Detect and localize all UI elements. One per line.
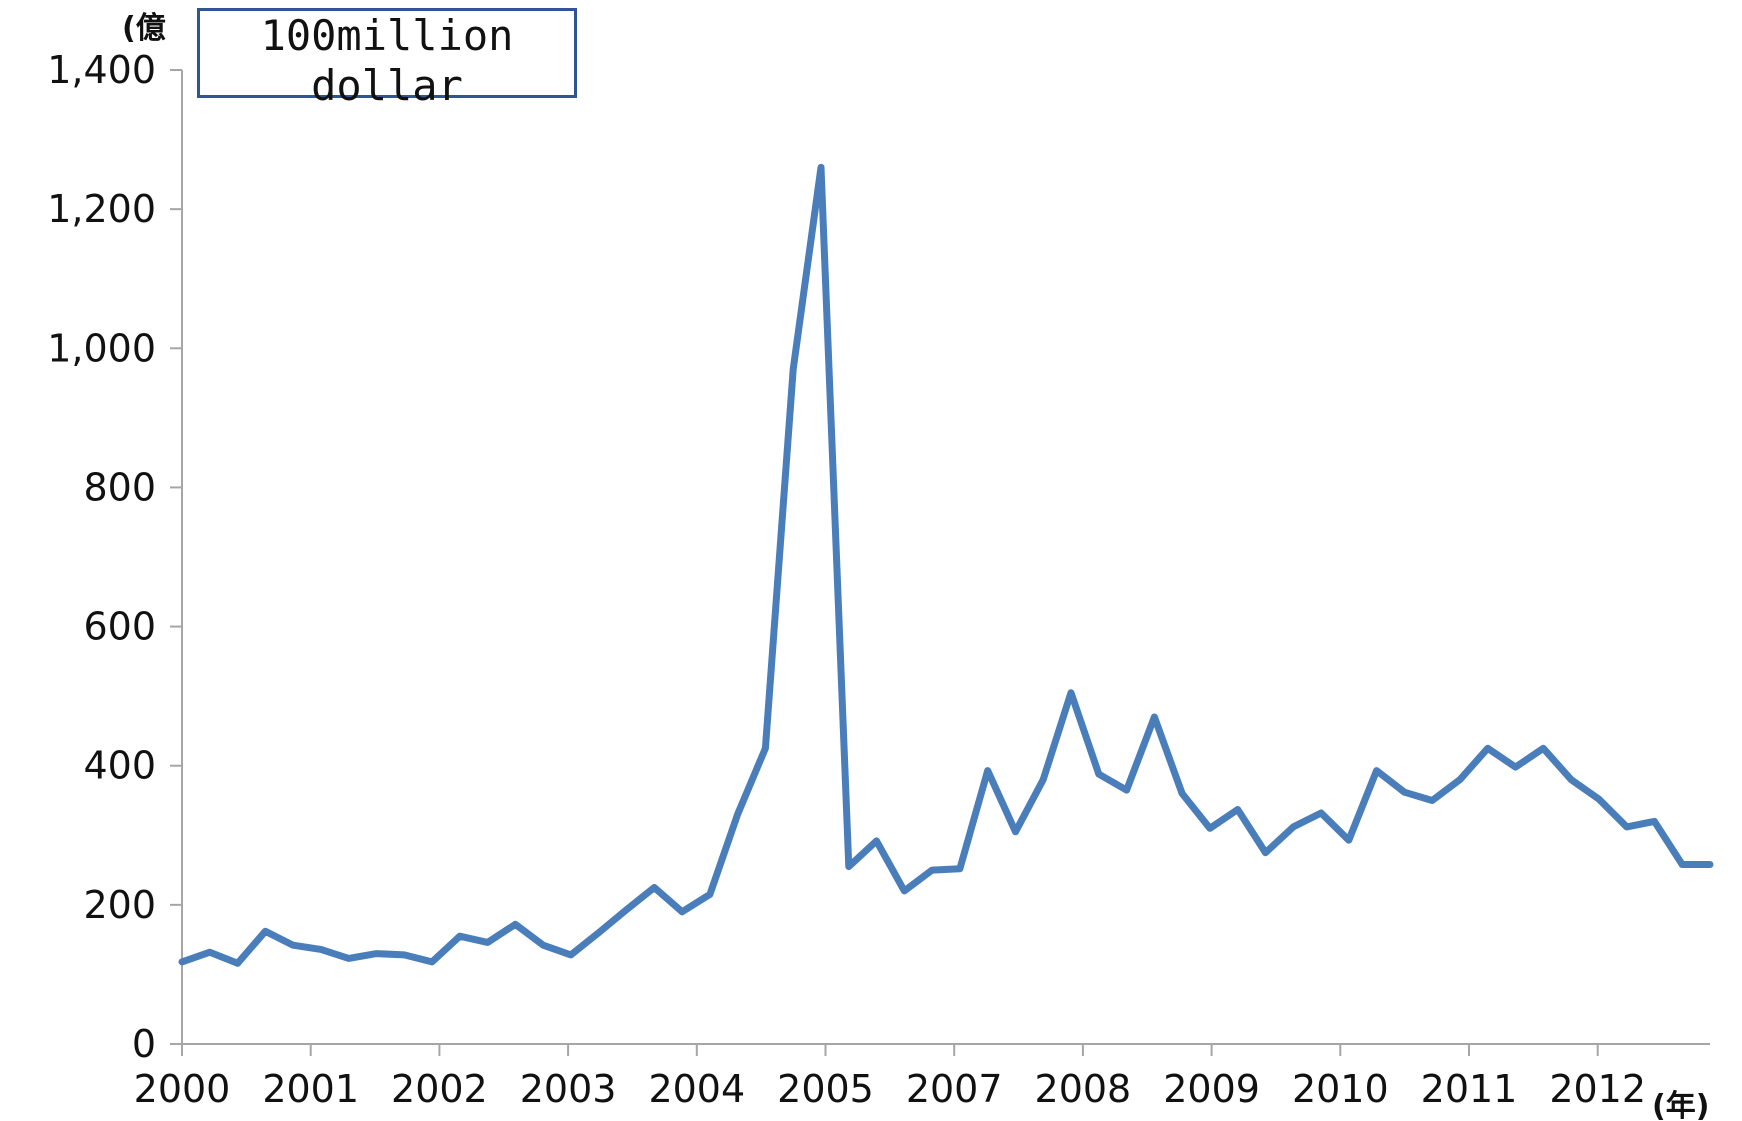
y-axis: 0 200 400 600 800 1,000 1,200 1,400 — [47, 48, 183, 1066]
x-tick-label: 2010 — [1292, 1067, 1389, 1111]
x-tick-label: 2005 — [777, 1067, 874, 1111]
x-tick-label: 2007 — [906, 1067, 1003, 1111]
y-tick-label: 600 — [83, 605, 156, 649]
unit-annotation-box: 100million dollar — [197, 8, 577, 110]
y-tick-label: 200 — [83, 883, 156, 927]
x-tick-label: 2000 — [134, 1067, 231, 1111]
y-tick-label: 1,000 — [47, 326, 156, 370]
x-tick-label: 2012 — [1549, 1067, 1646, 1111]
series-line — [178, 163, 1714, 967]
x-tick-label: 2003 — [520, 1067, 617, 1111]
y-tick-label: 0 — [132, 1022, 156, 1066]
x-tick-label: 2004 — [648, 1067, 745, 1111]
series-group — [178, 163, 1714, 967]
x-tick-label: 2009 — [1163, 1067, 1260, 1111]
x-axis-unit-label: (年) — [1652, 1089, 1709, 1121]
x-tick-label: 2008 — [1035, 1067, 1132, 1111]
y-tick-label: 800 — [83, 465, 156, 509]
x-axis: 2000 2001 2002 2003 2004 2005 2007 2008 2009 2010… — [134, 1043, 1710, 1111]
unit-annotation-text: 100million dollar — [260, 11, 514, 110]
y-tick-label: 400 — [83, 744, 156, 788]
x-tick-label: 2001 — [262, 1067, 359, 1111]
y-tick-label: 1,200 — [47, 187, 156, 231]
x-tick-label: 2011 — [1421, 1067, 1518, 1111]
x-tick-label: 2002 — [391, 1067, 488, 1111]
y-axis-unit-label: (億 — [122, 11, 166, 46]
y-tick-label: 1,400 — [47, 48, 156, 92]
